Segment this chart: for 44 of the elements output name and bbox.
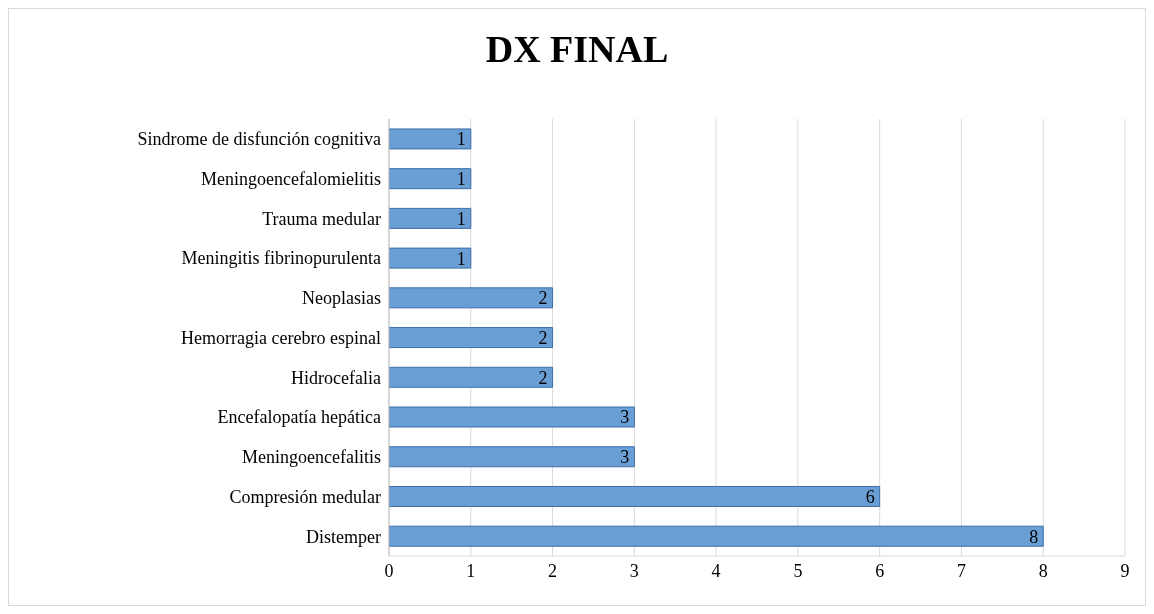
bar — [389, 446, 635, 468]
bar — [389, 485, 881, 507]
bar — [389, 287, 554, 309]
y-tick-label: Meningoencefalomielitis — [201, 168, 381, 189]
data-label: 8 — [1029, 526, 1039, 547]
bar — [389, 406, 635, 428]
data-label: 2 — [538, 288, 548, 309]
data-label: 1 — [456, 248, 466, 269]
data-label: 6 — [865, 486, 875, 507]
x-tick-label: 6 — [875, 560, 885, 581]
bar — [389, 128, 472, 150]
chart-title: DX FINAL — [484, 27, 670, 71]
x-tick-label: 1 — [466, 560, 476, 581]
data-label: 3 — [620, 407, 630, 428]
y-tick-label: Compresión medular — [229, 486, 381, 507]
data-label: 2 — [538, 327, 548, 348]
data-label: 2 — [538, 367, 548, 388]
y-tick-label: Hidrocefalia — [291, 367, 381, 388]
x-tick-label: 0 — [384, 560, 394, 581]
y-tick-label: Meningoencefalitis — [242, 447, 381, 468]
x-tick-label: 7 — [956, 560, 966, 581]
x-tick-label: 3 — [629, 560, 639, 581]
data-label: 3 — [620, 447, 630, 468]
x-tick-label: 5 — [793, 560, 803, 581]
x-tick-label: 8 — [1038, 560, 1048, 581]
x-tick-label: 4 — [711, 560, 721, 581]
y-tick-label: Distemper — [306, 526, 381, 547]
bar — [389, 247, 472, 269]
data-label: 1 — [456, 129, 466, 150]
x-tick-label: 2 — [548, 560, 558, 581]
y-tick-label: Neoplasias — [302, 288, 381, 309]
bar — [389, 525, 1044, 547]
bar — [389, 366, 554, 388]
y-tick-label: Trauma medular — [262, 208, 381, 229]
bar — [389, 168, 472, 190]
y-tick-label: Sindrome de disfunción cognitiva — [137, 129, 381, 150]
bar — [389, 327, 554, 349]
data-label: 1 — [456, 169, 466, 190]
data-label: 1 — [456, 208, 466, 229]
y-tick-label: Hemorragia cerebro espinal — [181, 327, 381, 348]
x-tick-label: 9 — [1120, 560, 1130, 581]
y-tick-label: Meningitis fibrinopurulenta — [181, 248, 382, 269]
bar — [389, 207, 472, 229]
y-tick-label: Encefalopatía hepática — [217, 407, 381, 428]
